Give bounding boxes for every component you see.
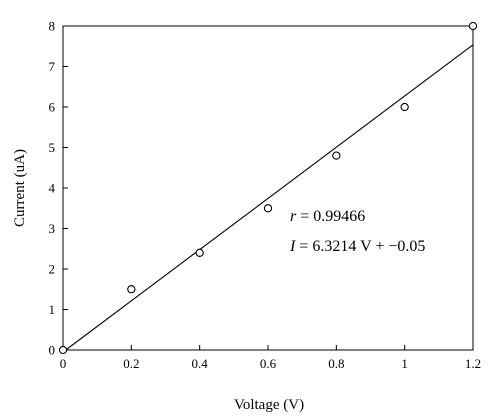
y-tick-label: 7 xyxy=(49,59,56,74)
equation-rest: = 6.3214 V + −0.05 xyxy=(295,238,425,255)
y-tick-label: 6 xyxy=(49,100,56,115)
y-tick-label: 1 xyxy=(49,302,56,317)
correlation-annotation: r = 0.99466 xyxy=(290,208,365,225)
data-point xyxy=(58,345,68,355)
x-axis-ticks: 0 0.2 0.4 0.6 0.8 1 1.2 xyxy=(60,345,481,371)
x-tick-label: 1 xyxy=(401,356,408,371)
y-axis-ticks: 0 1 2 3 4 5 6 7 8 xyxy=(49,19,68,358)
plot-frame xyxy=(62,25,474,351)
x-tick-label: 0.4 xyxy=(192,356,209,371)
x-tick-label: 0.6 xyxy=(260,356,277,371)
equation-symbol: I xyxy=(289,238,296,255)
data-point xyxy=(332,151,341,160)
x-tick-label: 0.8 xyxy=(328,356,344,371)
fit-line xyxy=(65,44,474,351)
y-axis-label: Current (uA) xyxy=(12,149,28,227)
fit-equation-annotation: I = 6.3214 V + −0.05 xyxy=(289,238,425,255)
y-tick-label: 0 xyxy=(49,343,56,358)
y-tick-label: 4 xyxy=(49,181,56,196)
fit-line-group xyxy=(65,44,474,351)
data-point xyxy=(468,21,478,31)
y-tick-label: 2 xyxy=(49,262,56,277)
x-tick-label: 0.2 xyxy=(123,356,139,371)
x-axis-label: Voltage (V) xyxy=(234,397,304,413)
correlation-value: = 0.99466 xyxy=(296,208,365,225)
y-tick-label: 5 xyxy=(49,140,56,155)
data-point xyxy=(195,248,204,257)
data-point xyxy=(127,285,136,294)
x-tick-label: 1.2 xyxy=(465,356,481,371)
plot-border xyxy=(62,25,474,351)
data-point xyxy=(400,102,409,112)
y-tick-label: 8 xyxy=(49,19,56,34)
data-points xyxy=(58,21,478,355)
y-tick-label: 3 xyxy=(49,221,56,236)
data-point xyxy=(263,204,273,213)
correlation-symbol: r xyxy=(290,208,297,225)
x-tick-label: 0 xyxy=(60,356,67,371)
